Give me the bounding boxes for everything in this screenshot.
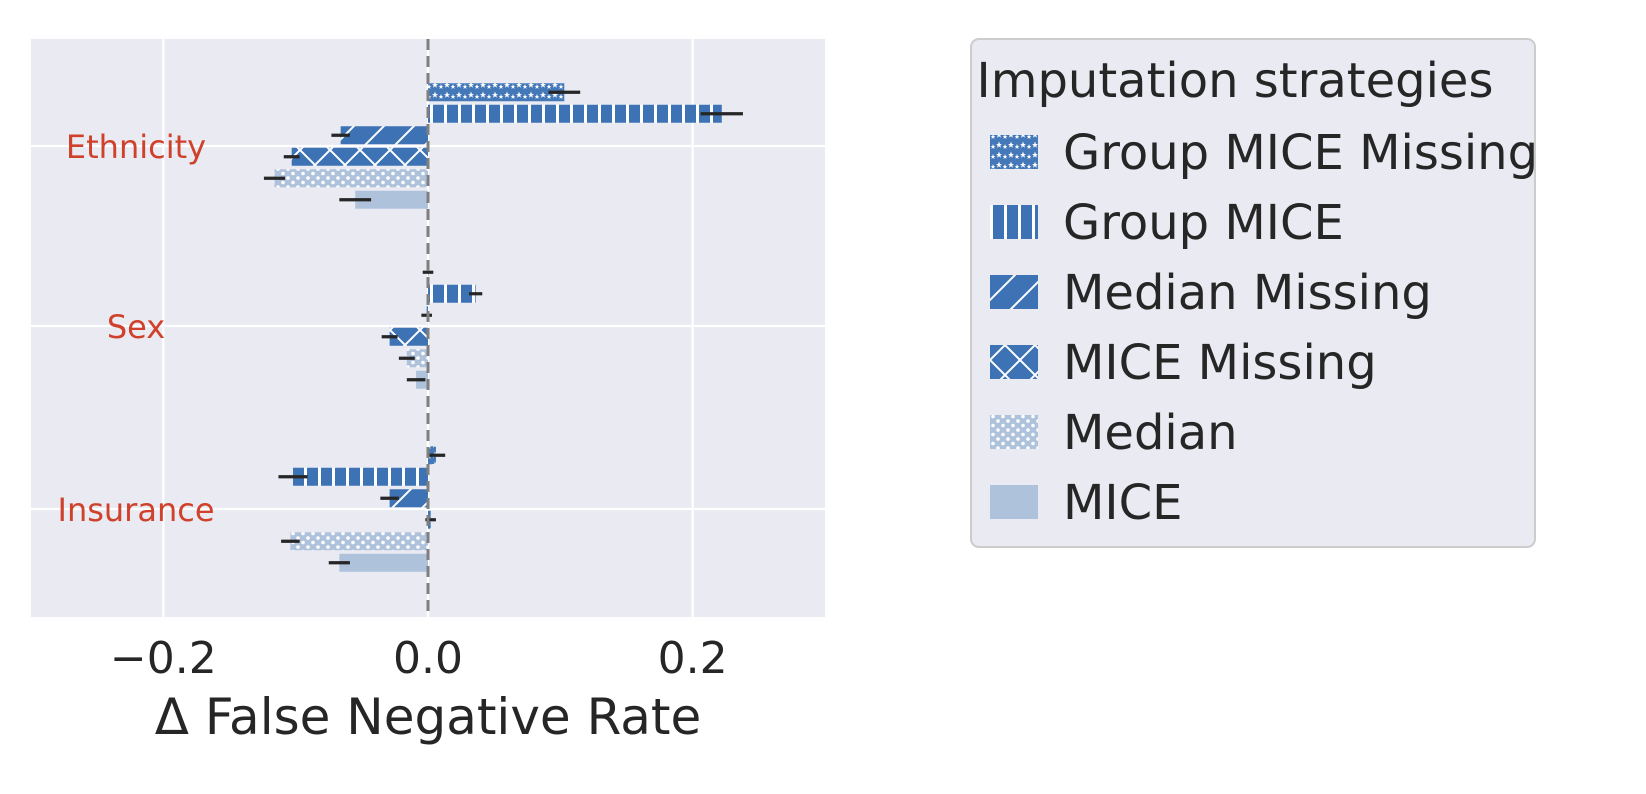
bar	[340, 126, 428, 145]
legend: Imputation strategies Group MICE Missing G…	[970, 38, 1538, 548]
bar	[428, 83, 565, 102]
x-axis-title: Δ False Negative Rate	[155, 688, 701, 746]
legend-swatch	[990, 485, 1038, 519]
bar	[428, 104, 722, 123]
x-tick-label: 0.0	[393, 633, 463, 684]
x-tick-label: 0.2	[658, 633, 728, 684]
category-label: Sex	[107, 308, 165, 346]
bar	[339, 553, 428, 572]
legend-entry-label: MICE Missing	[1063, 335, 1377, 391]
legend-entry-label: Median	[1063, 405, 1238, 461]
legend-title: Imputation strategies	[977, 53, 1494, 109]
legend-swatch	[990, 135, 1038, 169]
bar	[274, 169, 428, 188]
legend-swatch	[990, 275, 1038, 309]
bar	[290, 532, 428, 551]
bar	[406, 349, 428, 368]
legend-entry-label: Group MICE Missing	[1063, 125, 1538, 181]
bar	[291, 147, 428, 166]
category-label: Ethnicity	[66, 128, 206, 166]
legend-entry-label: Group MICE	[1063, 195, 1344, 251]
legend-swatch	[990, 345, 1038, 379]
legend-swatch	[990, 415, 1038, 449]
bar	[428, 284, 476, 303]
plot-area: Ethnicity Sex Insurance −0.2 0.0 0.2Δ False N…	[31, 39, 825, 746]
legend-box	[970, 38, 1536, 548]
bar	[293, 467, 428, 486]
category-label: Insurance	[58, 491, 215, 529]
bar	[389, 327, 428, 346]
legend-entry-label: MICE	[1063, 475, 1182, 531]
legend-entry-label: Median Missing	[1063, 265, 1432, 321]
bar	[389, 489, 428, 508]
legend-swatch	[990, 205, 1038, 239]
bar	[355, 190, 428, 209]
x-tick-label: −0.2	[110, 633, 217, 684]
